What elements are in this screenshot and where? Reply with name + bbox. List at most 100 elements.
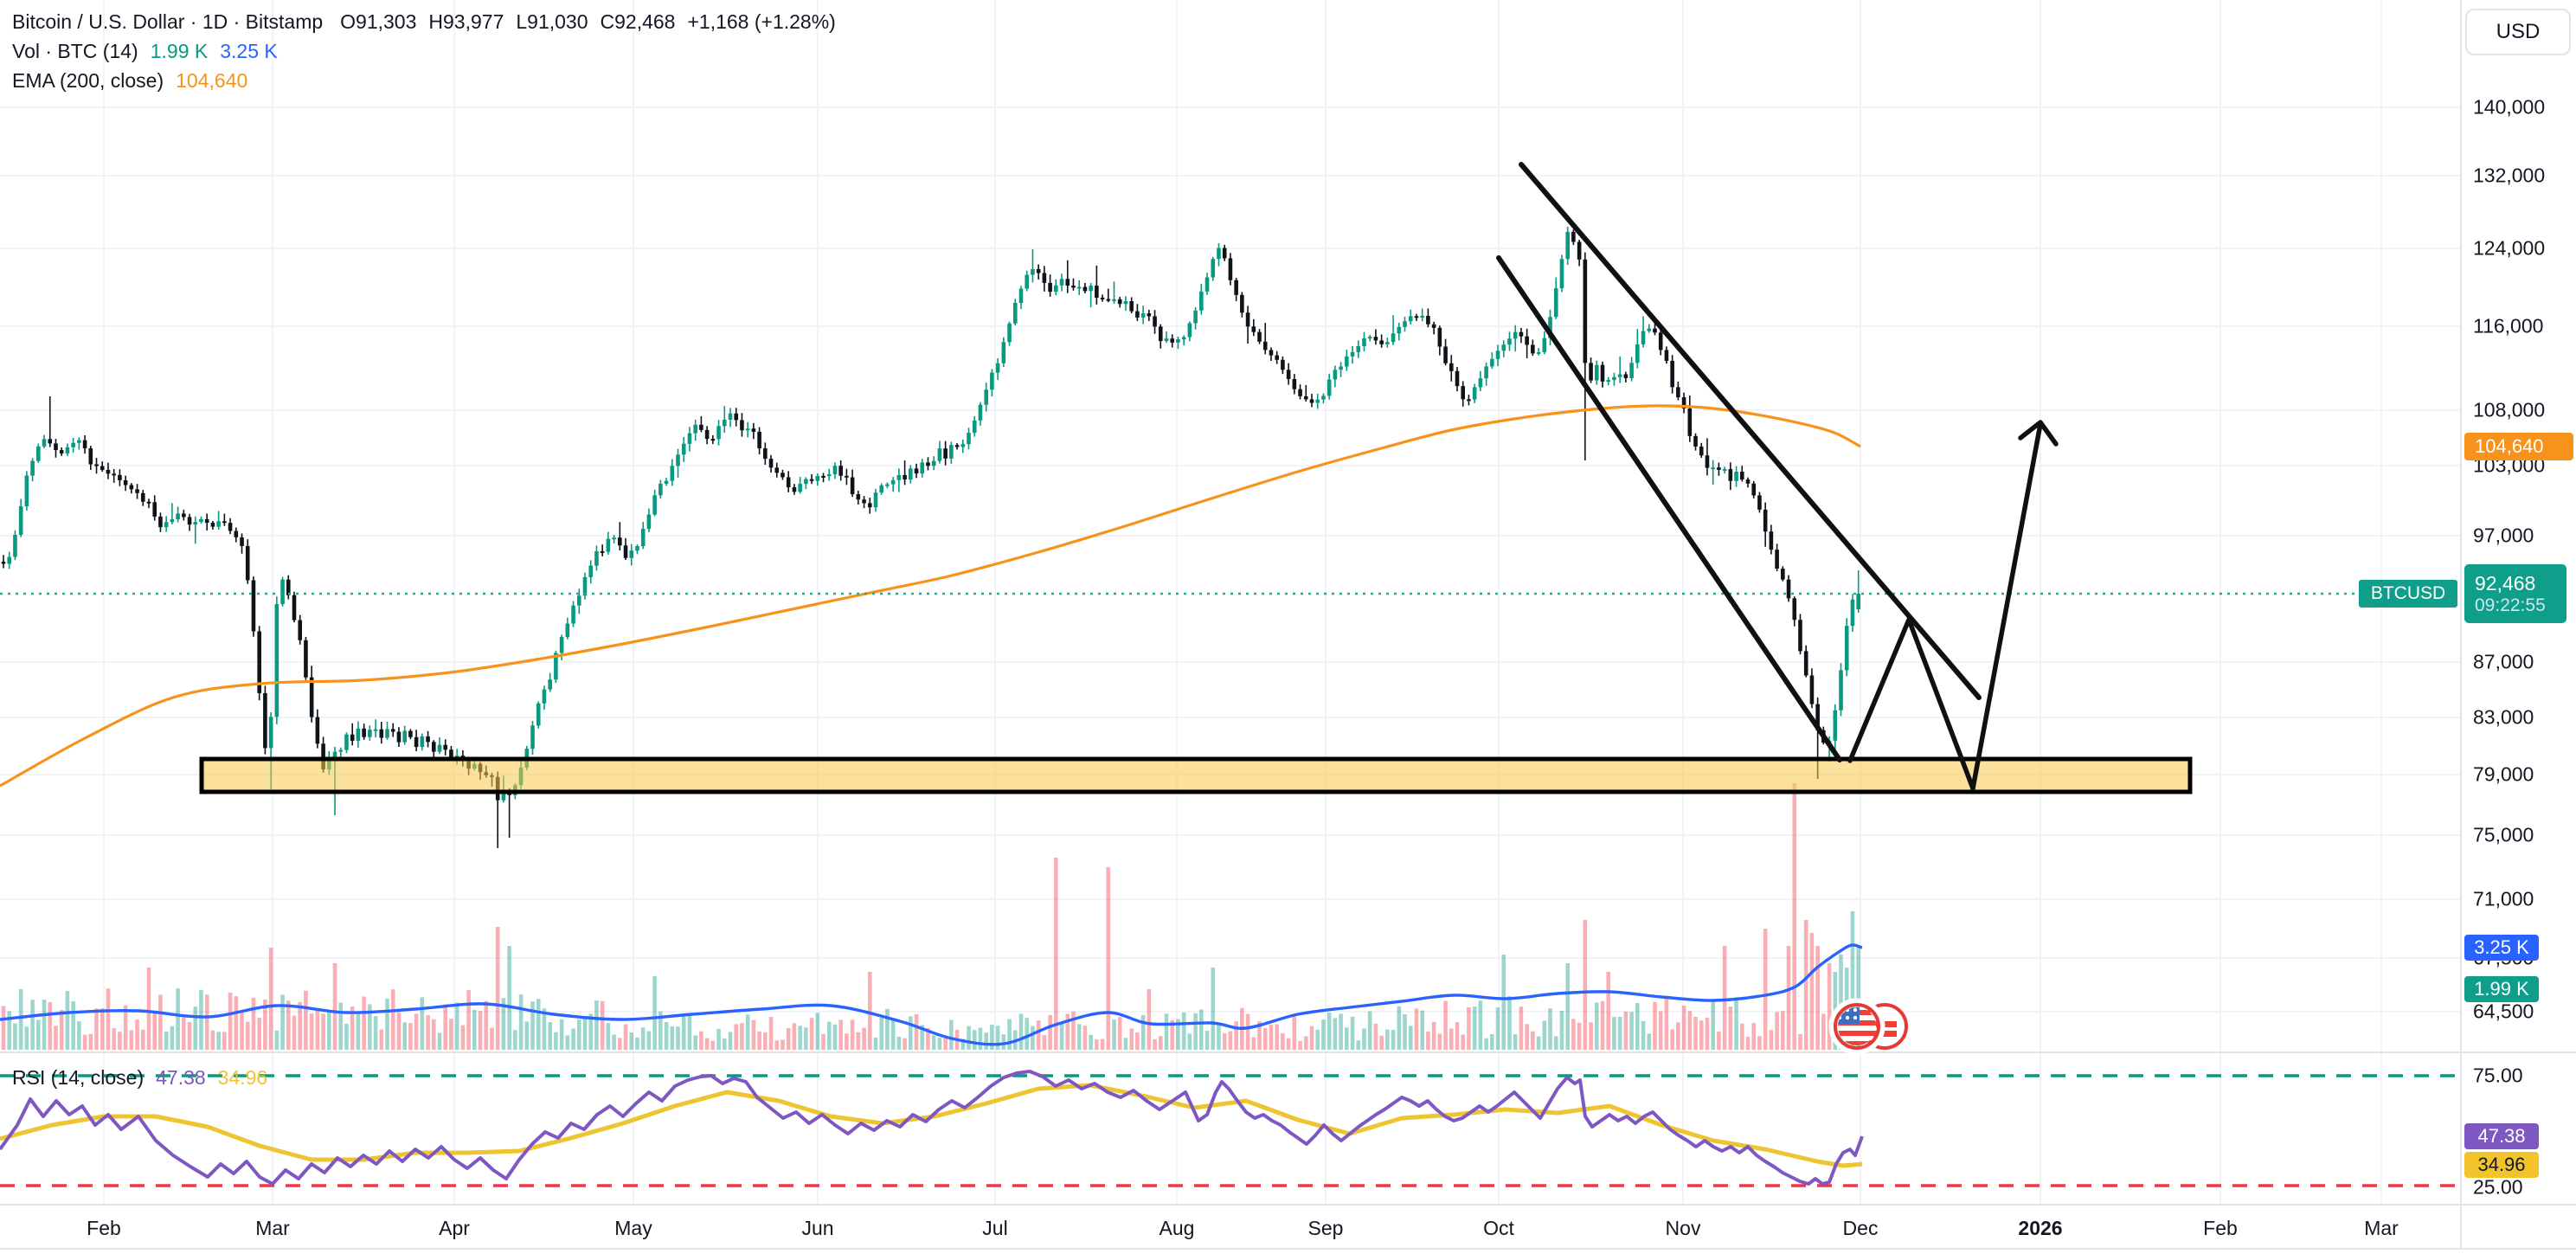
volume-bar [1082, 1026, 1088, 1050]
volume-bar [1065, 1013, 1070, 1050]
candle [1559, 259, 1564, 289]
support-zone-rectangle[interactable] [199, 756, 2193, 794]
volume-bar [1, 1006, 6, 1050]
legend-volume-row[interactable]: Vol · BTC (14) 1.99 K 3.25 K [12, 36, 836, 66]
volume-bar [146, 968, 151, 1050]
projection-zigzag[interactable] [1847, 421, 2043, 791]
ema-indicator-label: EMA (200, close) [12, 69, 164, 92]
candle [646, 514, 652, 530]
candle [890, 479, 896, 485]
candle [48, 439, 53, 444]
volume-bar [327, 1011, 331, 1050]
candle [420, 736, 425, 748]
volume-bar [1478, 1000, 1483, 1050]
volume-bar [559, 1019, 564, 1050]
volume-bar [36, 1019, 41, 1050]
volume-bar [1403, 1013, 1407, 1050]
candle [1792, 598, 1797, 621]
volume-bar [1507, 996, 1512, 1050]
drawings[interactable] [199, 162, 2193, 794]
volume-bar [7, 1011, 12, 1050]
currency-toggle-button[interactable]: USD [2465, 9, 2571, 55]
volume-bar [379, 1029, 384, 1050]
candle [298, 620, 303, 640]
candle [1373, 337, 1378, 341]
candle [1153, 316, 1157, 327]
volume-bar [402, 1022, 407, 1050]
candle [42, 439, 47, 447]
candle [65, 447, 70, 453]
legend-symbol-row[interactable]: Bitcoin / U.S. Dollar · 1D · Bitstamp O9… [12, 7, 836, 36]
volume-bar [635, 1037, 639, 1050]
candle [1571, 231, 1576, 242]
volume-bar [1420, 1010, 1424, 1050]
candle [1071, 286, 1076, 288]
candle [896, 474, 902, 480]
volume-bar [798, 1026, 802, 1050]
trendline-upper[interactable] [1519, 162, 1982, 700]
volume-bar [234, 996, 239, 1050]
volume-bar [420, 997, 425, 1050]
volume-bar [140, 1029, 145, 1050]
volume-bar [972, 1030, 977, 1050]
candle [1164, 338, 1169, 342]
candle [140, 492, 145, 502]
candle [135, 489, 139, 493]
candle [1199, 291, 1204, 311]
candle [1798, 620, 1802, 652]
volume-bar [82, 1034, 87, 1050]
volume-bar [251, 997, 256, 1050]
volume-bar [1827, 963, 1832, 1050]
candle [280, 579, 285, 605]
volume-bar [240, 1011, 244, 1050]
price-axis-label: 108,000 [2473, 398, 2546, 421]
candle [1658, 332, 1663, 350]
trendline-lower[interactable] [1496, 255, 1842, 762]
volume-bar [740, 1023, 744, 1050]
volume-bar [193, 1006, 198, 1050]
candle [1333, 370, 1338, 380]
candle [1222, 248, 1227, 259]
candle [1054, 285, 1058, 293]
candle [845, 475, 849, 478]
candle [1763, 509, 1768, 532]
candle [1769, 531, 1774, 550]
volume-bar [990, 1025, 994, 1050]
volume-bar [1722, 946, 1727, 1050]
volume-bar [408, 1023, 413, 1050]
candle [164, 522, 169, 528]
candle [1617, 374, 1622, 377]
candle [1711, 467, 1715, 470]
candle [187, 517, 192, 525]
candle [1193, 310, 1198, 324]
candle [862, 499, 866, 504]
candle [1484, 366, 1488, 379]
candle [856, 494, 861, 500]
candle [251, 580, 256, 632]
volume-bar [1315, 1029, 1320, 1050]
economic-event-markers[interactable] [1828, 998, 1908, 1055]
candle [1844, 626, 1849, 671]
candle [1647, 328, 1652, 331]
candle [1391, 333, 1396, 343]
ohlc-close: C92,468 [600, 10, 676, 33]
volume-bar [1809, 933, 1815, 1050]
legend-ema-row[interactable]: EMA (200, close) 104,640 [12, 66, 836, 95]
candle [106, 469, 111, 474]
candle [1856, 594, 1860, 609]
candle [757, 431, 761, 449]
ohlc-change: +1,168 (+1.28%) [687, 10, 836, 33]
volume-ma-line[interactable] [0, 943, 1863, 1046]
candle [1095, 286, 1099, 298]
volume-bar [286, 1000, 291, 1050]
candle [402, 730, 407, 743]
volume-bar [1309, 1026, 1314, 1050]
volume-bar [1001, 1034, 1006, 1050]
rsi-legend[interactable]: RSI (14, close) 47.38 34.96 [12, 1063, 267, 1092]
volume-bar [1711, 1000, 1715, 1050]
candle [751, 428, 756, 432]
ema-200-line[interactable] [0, 404, 1861, 788]
